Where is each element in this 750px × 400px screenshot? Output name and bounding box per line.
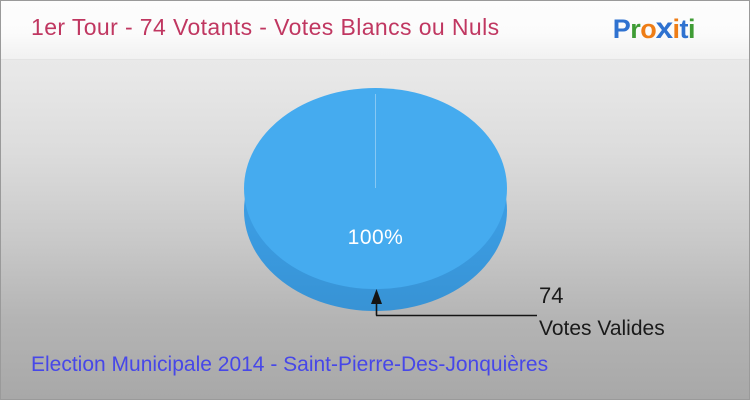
logo-letter-p: P: [612, 14, 631, 44]
logo-letter-t: t: [679, 14, 688, 44]
pie-slice-divider: [375, 94, 376, 188]
proxiti-logo[interactable]: Proxiti: [612, 12, 696, 45]
logo-letter-i1: i: [672, 14, 680, 44]
pie-percent-label: 100%: [347, 226, 404, 249]
page-title: 1er Tour - 74 Votants - Votes Blancs ou …: [31, 14, 500, 40]
logo-letter-x: x: [655, 12, 674, 45]
logo-letter-r: r: [630, 14, 641, 44]
callout-value: 74: [539, 283, 564, 308]
header-band: 1er Tour - 74 Votants - Votes Blancs ou …: [1, 1, 749, 60]
pie-chart: 100%: [244, 88, 507, 311]
footer-caption: Election Municipale 2014 - Saint-Pierre-…: [31, 353, 549, 376]
callout-label: Votes Valides: [539, 317, 665, 340]
logo-letter-i2: i: [687, 14, 696, 44]
logo-letter-o: o: [640, 14, 657, 44]
pie-slice-votes-valides[interactable]: [244, 88, 507, 289]
